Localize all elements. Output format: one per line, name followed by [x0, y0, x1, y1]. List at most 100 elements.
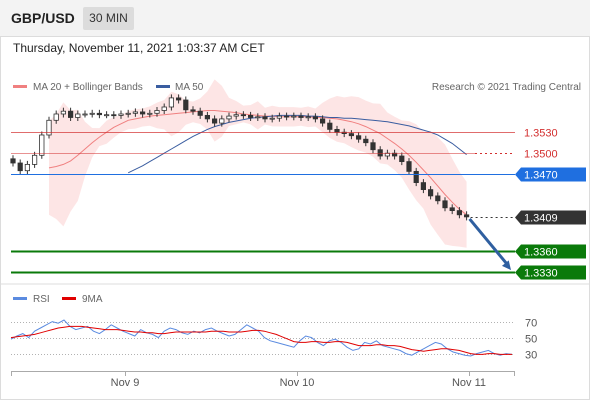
candle: [413, 170, 419, 183]
candle: [197, 110, 203, 116]
candle: [363, 138, 369, 144]
candle: [305, 116, 311, 119]
candle: [17, 162, 23, 172]
candle: [226, 115, 232, 120]
rsi-line: [10, 319, 513, 357]
candle: [132, 111, 138, 114]
timeframe-badge[interactable]: 30 MIN: [83, 7, 134, 30]
symbol-title: GBP/USD: [11, 10, 75, 26]
candle: [348, 133, 355, 137]
candle: [46, 119, 52, 136]
candle: [175, 97, 182, 101]
candle: [240, 114, 246, 117]
rsi-panel: 70 50 30: [10, 318, 537, 362]
candle: [355, 135, 362, 140]
candle: [204, 115, 210, 120]
price-tag-bg: [515, 210, 586, 225]
candle: [147, 112, 153, 115]
price-tag-label: 1.3330: [524, 268, 558, 280]
rsi-ma-line: [10, 325, 512, 355]
candle: [370, 142, 376, 151]
candle: [89, 112, 95, 115]
candle: [118, 113, 124, 116]
levels: 1.3530 1.3500 1.3470 1.3409 1.3360 1.3330: [11, 128, 586, 280]
price-tag: 1.3409: [515, 210, 586, 225]
candle: [312, 116, 319, 120]
candle: [334, 128, 340, 133]
x-tick-label: Nov 11: [452, 377, 486, 389]
candle: [161, 106, 167, 111]
candle: [211, 118, 218, 124]
ma20-legend-label: MA 20 + Bollinger Bands: [33, 82, 143, 93]
timestamp: Thursday, November 11, 2021 1:03:37 AM C…: [13, 41, 265, 55]
candle: [291, 115, 297, 118]
candle: [327, 122, 333, 130]
candle: [154, 110, 160, 114]
candle: [39, 134, 45, 156]
ma20-legend-swatch: [13, 85, 27, 88]
candle: [82, 113, 88, 116]
credit-label: Research © 2021 Trading Central: [432, 82, 581, 93]
forecast-arrow: [468, 217, 509, 266]
candle: [269, 117, 275, 120]
x-tick-label: Nov 10: [280, 377, 315, 389]
candle: [262, 116, 268, 120]
level-label: 1.3530: [524, 128, 558, 140]
ma50-legend-label: MA 50: [175, 82, 204, 93]
candle: [406, 161, 412, 172]
price-panel: [10, 79, 470, 248]
candle: [427, 189, 434, 197]
candle: [60, 110, 67, 115]
rsi-ma-legend-swatch: [62, 297, 76, 300]
candle: [104, 114, 110, 117]
candle: [190, 109, 196, 112]
rsi-legend-swatch: [13, 297, 27, 300]
price-tag-label: 1.3409: [524, 213, 558, 225]
candle: [420, 182, 427, 191]
level-label: 1.3500: [524, 149, 558, 161]
candle: [75, 113, 81, 118]
candle: [233, 114, 239, 117]
rsi-tick-label: 50: [525, 334, 537, 346]
rsi-tick-label: 70: [525, 318, 537, 330]
candle: [96, 112, 102, 116]
candle: [247, 115, 254, 118]
candle: [111, 114, 117, 117]
candle: [319, 118, 326, 124]
bollinger-band: [49, 79, 467, 248]
candle: [24, 163, 31, 172]
candle: [125, 112, 131, 115]
price-tag-bg: [515, 167, 586, 182]
forecast-arrow-head: [501, 260, 511, 271]
price-tag: 1.3470: [515, 167, 586, 182]
candle: [32, 154, 38, 165]
candle: [449, 207, 455, 212]
candle: [183, 99, 189, 111]
rsi-ma-legend-label: 9MA: [82, 294, 103, 305]
candle: [10, 158, 16, 164]
ma50-legend-swatch: [156, 85, 170, 88]
time-axis: Nov 9 Nov 10 Nov 11: [11, 371, 515, 389]
ma50-line: [127, 114, 467, 174]
candle: [68, 110, 74, 118]
candle: [456, 210, 463, 216]
x-tick-label: Nov 9: [111, 377, 140, 389]
price-tag: 1.3360: [515, 244, 586, 259]
candle: [377, 149, 383, 157]
price-tag-label: 1.3360: [524, 247, 558, 259]
candle: [463, 214, 470, 218]
candle: [283, 115, 290, 118]
price-tag-bg: [515, 265, 586, 280]
rsi-tick-label: 30: [525, 350, 537, 362]
price-tag-bg: [515, 244, 586, 259]
candle: [255, 116, 261, 119]
candle: [399, 155, 405, 162]
chart-header: GBP/USD 30 MIN: [0, 0, 590, 37]
candle: [298, 115, 304, 118]
candle: [139, 111, 146, 115]
candle: [219, 118, 225, 124]
price-tag-label: 1.3470: [524, 170, 558, 182]
candle: [53, 113, 59, 121]
candle: [435, 195, 441, 202]
